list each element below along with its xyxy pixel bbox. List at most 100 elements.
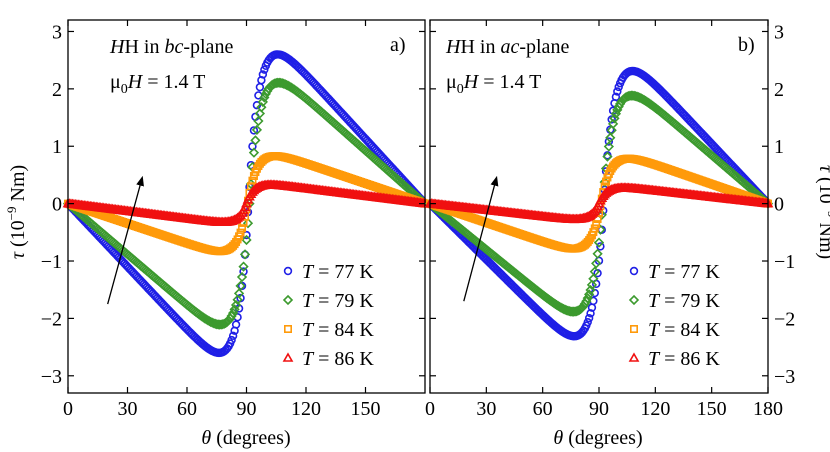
panel-b-label: b) <box>738 34 755 56</box>
panel-b-field-label: μ0H = 1.4 T <box>446 71 541 97</box>
y-tick-label: −1 <box>774 251 795 273</box>
y-tick-label: −1 <box>41 251 62 273</box>
y-tick-label: −2 <box>774 308 795 330</box>
data-point <box>249 126 259 135</box>
x-tick-label: 150 <box>697 398 727 420</box>
legend-marker <box>628 294 640 306</box>
data-point <box>239 249 251 260</box>
data-point <box>231 320 241 329</box>
data-point <box>241 234 252 246</box>
y-tick-label: 1 <box>774 136 784 158</box>
y-tick-label: −3 <box>774 366 795 388</box>
legend-marker <box>282 294 294 306</box>
panel-a: 0 30 60 90 120 150 −3 −2 −1 0 1 2 3 a) HH in bc-plan… <box>41 19 431 449</box>
legend-marker <box>283 324 292 333</box>
data-point <box>603 141 614 152</box>
data-point <box>589 266 600 277</box>
legend-entry: T = 86 K <box>302 348 374 370</box>
data-point <box>590 224 599 233</box>
y-tick-label: 3 <box>52 21 62 43</box>
y-tick-label: 3 <box>774 21 784 43</box>
data-point <box>605 132 616 143</box>
legend-marker <box>629 324 638 333</box>
y-tick-label: 1 <box>52 136 62 158</box>
legend-entry: T = 84 K <box>648 319 720 341</box>
data-point <box>591 258 602 269</box>
data-point <box>238 224 247 233</box>
data-point <box>233 288 245 299</box>
data-point <box>593 237 605 248</box>
legend-entry: T = 77 K <box>648 261 720 283</box>
data-point <box>586 309 595 318</box>
panel-b: 0 30 60 90 120 150 180 −3 −2 −1 0 1 2 3 b) HH in ac-p… <box>424 19 795 449</box>
data-point <box>604 137 614 146</box>
x-tick-label: 150 <box>351 398 381 420</box>
data-point <box>611 92 621 102</box>
data-point <box>607 118 619 129</box>
data-point <box>614 82 623 92</box>
data-point <box>235 280 246 292</box>
x-tick-label: 90 <box>237 398 257 420</box>
data-point <box>258 70 268 79</box>
data-point <box>250 135 261 146</box>
data-point <box>226 310 237 322</box>
data-point <box>606 125 617 136</box>
panel-a-label: a) <box>390 34 406 56</box>
legend-entry: T = 86 K <box>648 348 720 370</box>
data-point <box>260 65 269 74</box>
data-point <box>586 279 598 290</box>
data-point <box>607 115 616 124</box>
panel-a-ticks: 0 30 60 90 120 150 −3 −2 −1 0 1 2 3 <box>41 20 425 420</box>
panel-a-marks <box>62 50 431 358</box>
panel-a-trend-arrow <box>107 175 144 305</box>
data-point <box>230 299 242 311</box>
x-tick-label: 0 <box>63 398 73 420</box>
series-86k <box>62 179 431 227</box>
x-tick-label: 90 <box>589 398 609 420</box>
x-tick-label: 120 <box>640 398 670 420</box>
panel-b-trend-arrow <box>463 175 499 302</box>
data-point <box>584 313 594 323</box>
legend-entry: T = 77 K <box>302 261 374 283</box>
data-point <box>613 87 622 96</box>
panel-b-x-axis-label: θ (degrees) <box>553 427 642 449</box>
x-tick-label: 30 <box>118 398 138 420</box>
data-point <box>583 317 592 327</box>
y-tick-label: 0 <box>774 194 784 216</box>
panel-a-field-label: μ0H = 1.4 T <box>110 71 205 97</box>
data-point <box>242 218 254 229</box>
data-point <box>602 151 613 162</box>
data-point <box>236 271 248 283</box>
panel-b-legend: T = 77 K T = 79 K T = 84 K T = 86 K <box>628 261 720 370</box>
legend-marker <box>628 352 640 362</box>
x-tick-label: 120 <box>291 398 321 420</box>
x-tick-label: 30 <box>476 398 496 420</box>
panel-b-ticks: 0 30 60 90 120 150 180 −3 −2 −1 0 1 2 3 <box>425 20 795 420</box>
y-tick-label: −2 <box>41 308 62 330</box>
data-point <box>602 177 611 186</box>
x-tick-label: 60 <box>533 398 553 420</box>
data-point <box>238 261 249 272</box>
legend-entry: T = 84 K <box>302 319 374 341</box>
series-84k <box>64 152 429 256</box>
data-point <box>592 248 603 259</box>
data-point <box>255 82 265 92</box>
data-point <box>236 228 245 237</box>
y-tick-label: 0 <box>52 194 62 216</box>
x-tick-label: 60 <box>177 398 197 420</box>
panel-a-plane-title: HH in bc-plane <box>109 36 233 58</box>
y-axis-label-left: τ (10−9 Nm) <box>4 165 29 259</box>
data-point <box>248 147 260 158</box>
legend-marker <box>282 352 294 362</box>
legend-entry: T = 79 K <box>302 290 374 312</box>
panel-a-legend: T = 77 K T = 79 K T = 84 K T = 86 K <box>282 261 374 370</box>
x-tick-label: 0 <box>425 398 435 420</box>
data-point <box>248 176 257 185</box>
data-point <box>253 115 264 127</box>
data-point <box>251 124 263 136</box>
data-point <box>254 108 266 119</box>
y-tick-label: 2 <box>52 79 62 101</box>
series-79k <box>62 77 431 330</box>
data-point <box>227 335 236 345</box>
